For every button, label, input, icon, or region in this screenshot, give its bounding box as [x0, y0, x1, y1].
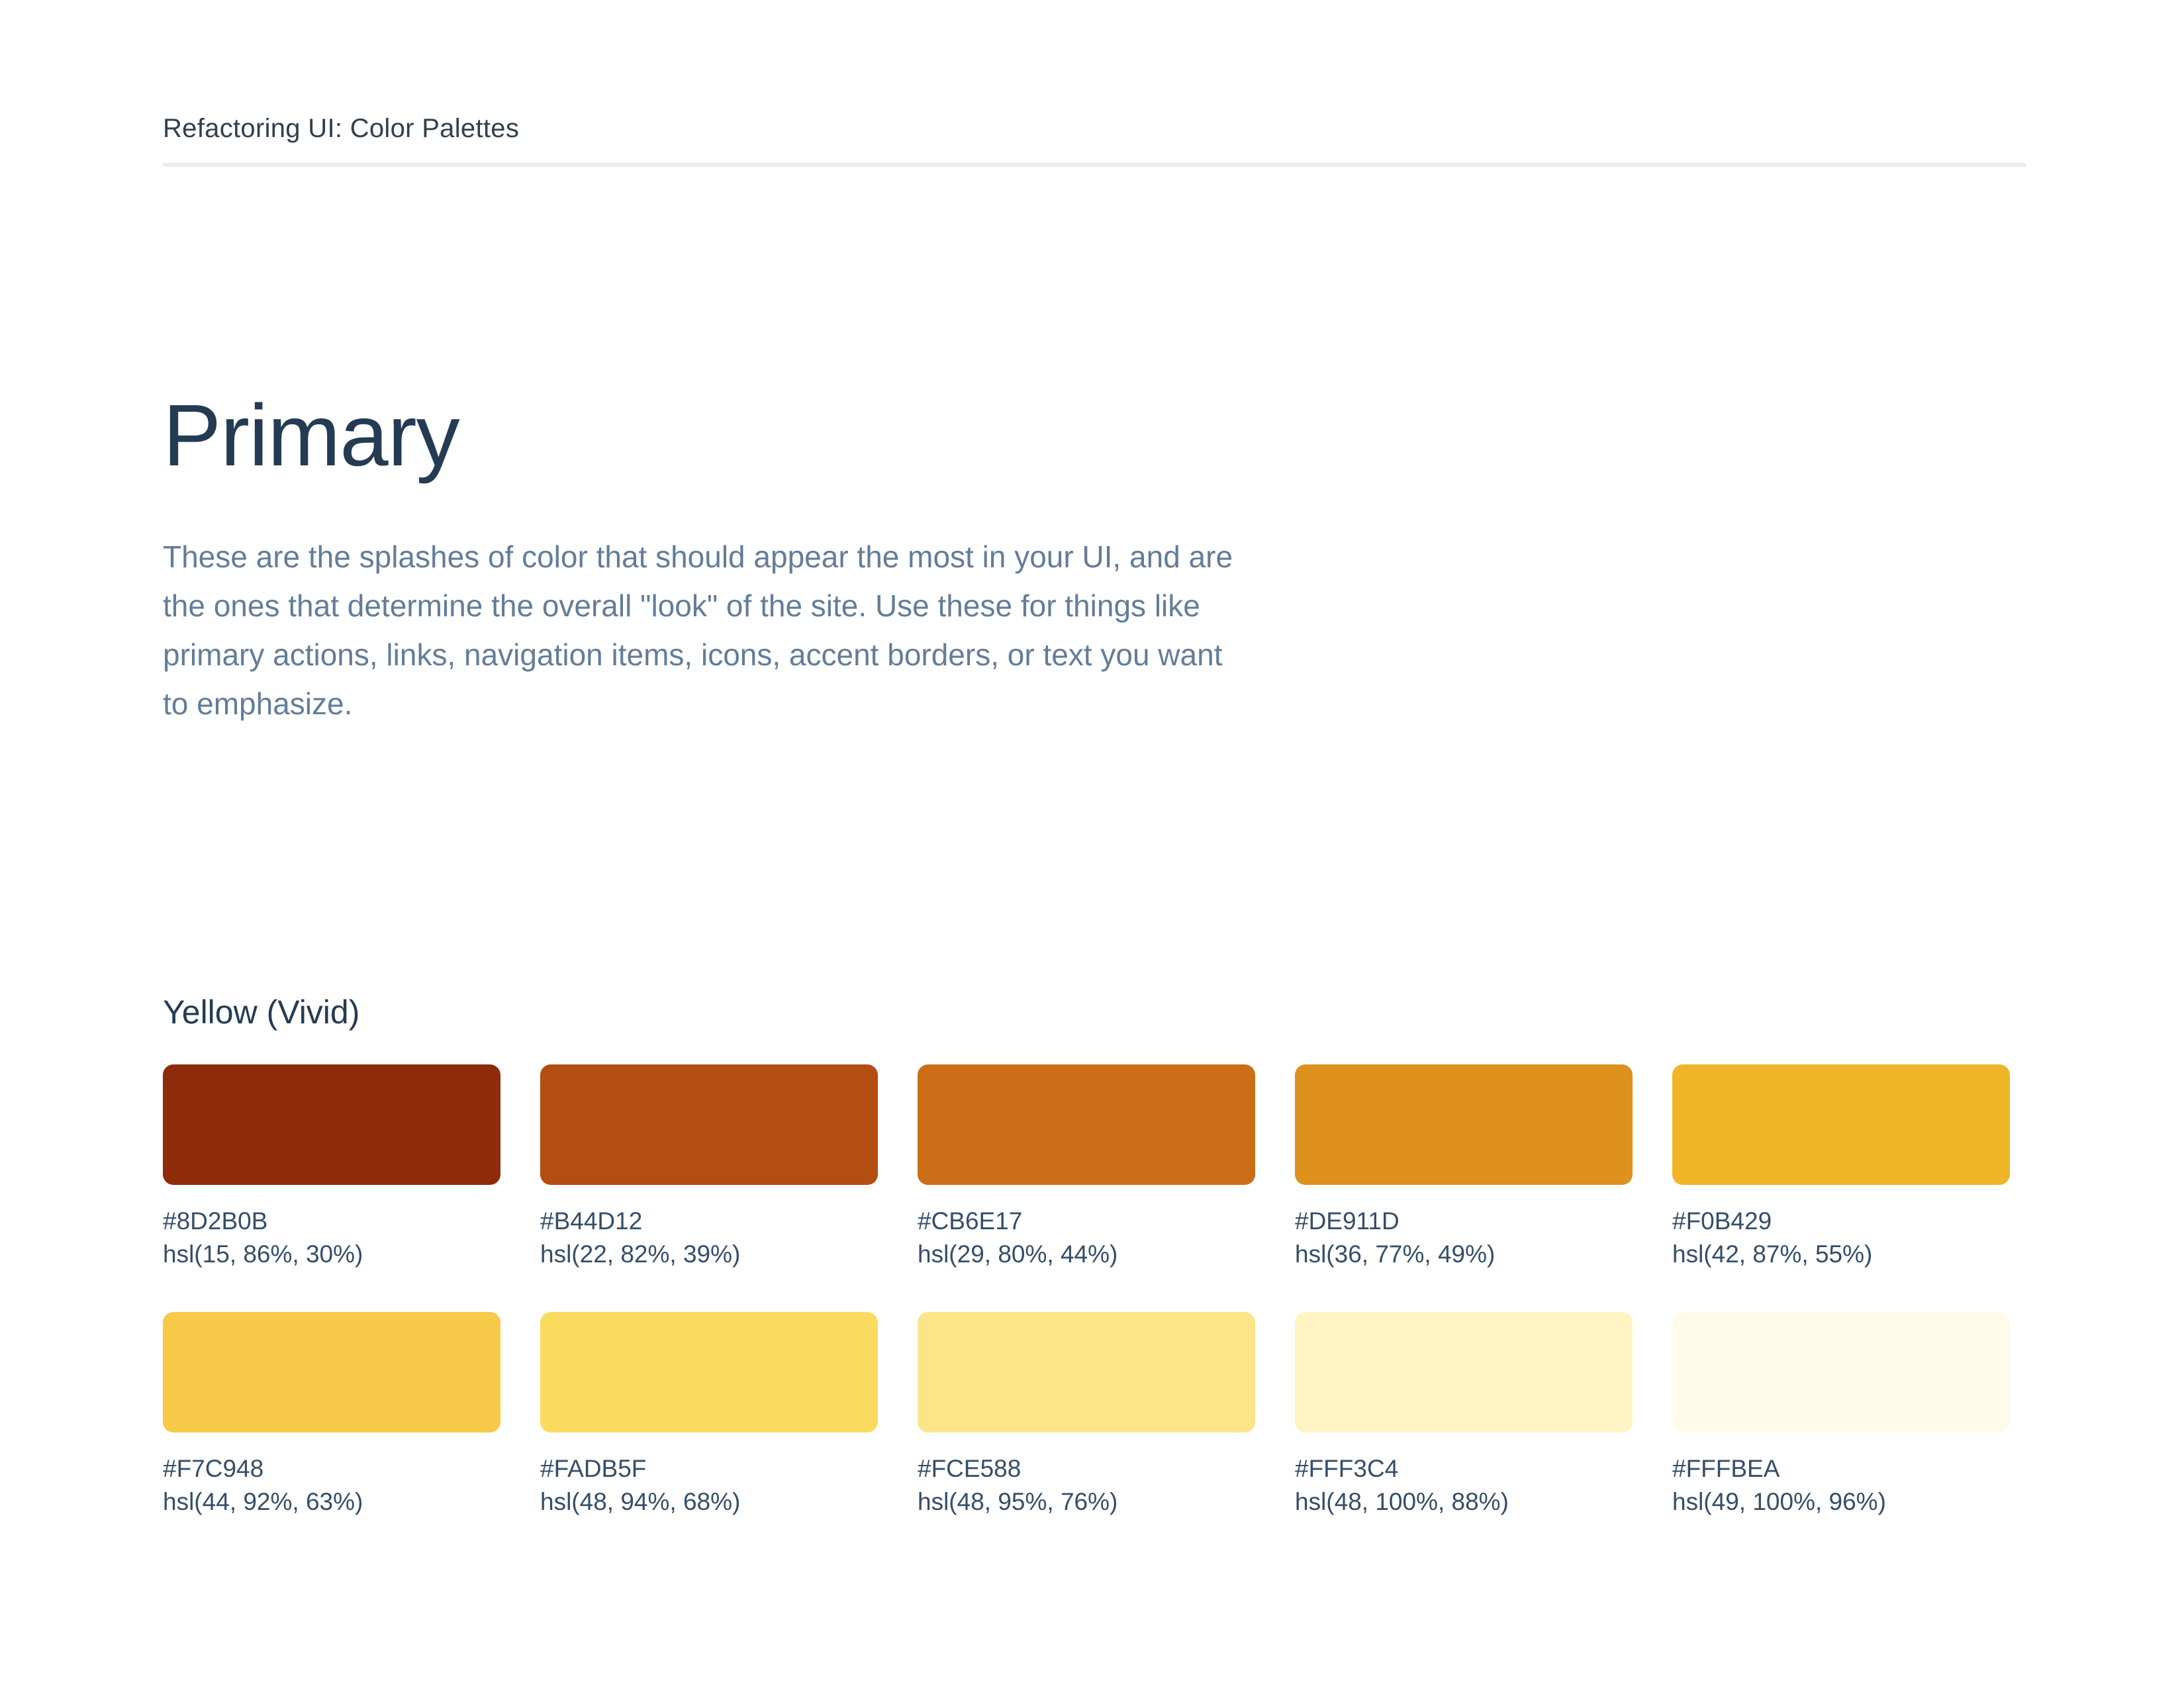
swatch-cell: #FFF3C4 hsl(48, 100%, 88%)	[1295, 1312, 1633, 1519]
swatch-cell: #F7C948 hsl(44, 92%, 63%)	[163, 1312, 500, 1519]
swatch-hsl-label: hsl(29, 80%, 44%)	[918, 1241, 1118, 1268]
swatch-hsl-label: hsl(15, 86%, 30%)	[163, 1241, 363, 1268]
swatch-hex-label: #F0B429	[1672, 1207, 1772, 1235]
swatch-cell: #F0B429 hsl(42, 87%, 55%)	[1672, 1064, 2010, 1271]
section-title: Primary	[163, 387, 460, 484]
header-divider	[163, 163, 2026, 167]
swatch-hsl-label: hsl(48, 100%, 88%)	[1295, 1488, 1509, 1515]
swatch-hex-label: #FFFBEA	[1672, 1455, 1780, 1482]
color-swatch	[918, 1064, 1255, 1185]
page-header: Refactoring UI: Color Palettes	[163, 113, 2026, 167]
swatch-hex-label: #B44D12	[540, 1207, 643, 1235]
swatch-hsl-label: hsl(48, 95%, 76%)	[918, 1488, 1118, 1515]
main-content: Primary These are the splashes of color …	[163, 385, 2026, 1519]
swatch-hex-label: #CB6E17	[918, 1207, 1023, 1235]
swatch-cell: #FCE588 hsl(48, 95%, 76%)	[918, 1312, 1255, 1519]
swatch-hex-label: #F7C948	[163, 1455, 264, 1482]
swatch-grid: #8D2B0B hsl(15, 86%, 30%) #B44D12 hsl(22…	[163, 1064, 2010, 1519]
swatch-hsl-label: hsl(44, 92%, 63%)	[163, 1488, 363, 1515]
swatch-hex-label: #FCE588	[918, 1455, 1021, 1482]
color-swatch	[540, 1064, 878, 1185]
swatch-cell: #CB6E17 hsl(29, 80%, 44%)	[918, 1064, 1255, 1271]
swatch-hsl-label: hsl(36, 77%, 49%)	[1295, 1241, 1496, 1268]
swatch-hsl-label: hsl(42, 87%, 55%)	[1672, 1241, 1873, 1268]
color-swatch	[163, 1312, 500, 1432]
color-swatch	[540, 1312, 878, 1432]
palette-name: Yellow (Vivid)	[163, 994, 360, 1031]
swatch-cell: #FFFBEA hsl(49, 100%, 96%)	[1672, 1312, 2010, 1519]
swatch-hex-label: #8D2B0B	[163, 1207, 268, 1235]
swatch-cell: #FADB5F hsl(48, 94%, 68%)	[540, 1312, 878, 1519]
color-swatch	[1295, 1312, 1633, 1432]
swatch-hsl-label: hsl(49, 100%, 96%)	[1672, 1488, 1886, 1515]
swatch-hex-label: #FFF3C4	[1295, 1455, 1399, 1482]
swatch-cell: #DE911D hsl(36, 77%, 49%)	[1295, 1064, 1633, 1271]
color-swatch	[1672, 1064, 2010, 1185]
swatch-hex-label: #FADB5F	[540, 1455, 647, 1482]
swatch-cell: #B44D12 hsl(22, 82%, 39%)	[540, 1064, 878, 1271]
color-swatch	[1295, 1064, 1633, 1185]
section-description: These are the splashes of color that sho…	[163, 539, 1233, 721]
color-swatch	[1672, 1312, 2010, 1432]
color-swatch	[163, 1064, 500, 1185]
swatch-cell: #8D2B0B hsl(15, 86%, 30%)	[163, 1064, 500, 1271]
swatch-hsl-label: hsl(48, 94%, 68%)	[540, 1488, 741, 1515]
swatch-hex-label: #DE911D	[1295, 1207, 1400, 1235]
color-swatch	[918, 1312, 1255, 1432]
swatch-hsl-label: hsl(22, 82%, 39%)	[540, 1241, 741, 1268]
page-header-title: Refactoring UI: Color Palettes	[163, 114, 520, 143]
